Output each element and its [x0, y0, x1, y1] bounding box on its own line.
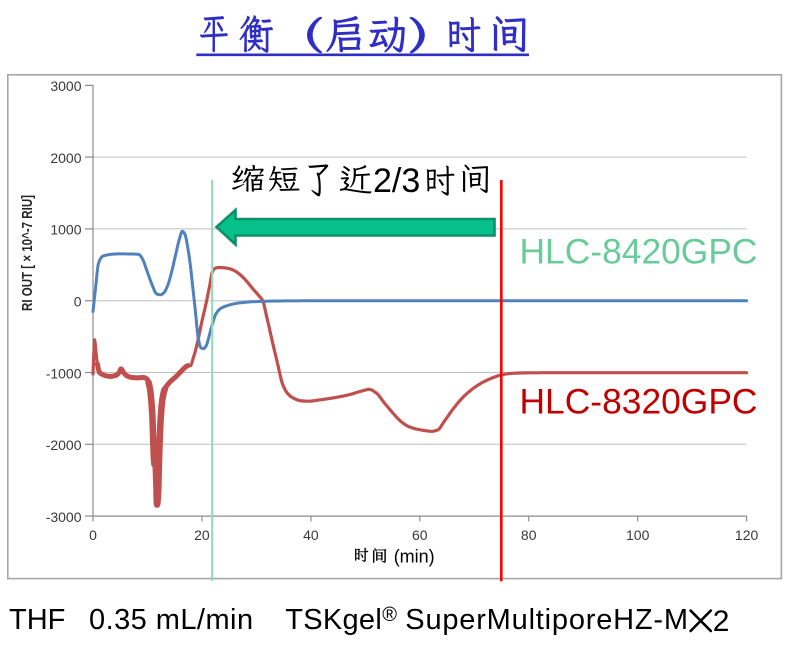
svg-text:100: 100 — [626, 527, 650, 543]
svg-text:-2000: -2000 — [46, 437, 82, 453]
svg-text:TSKgel: TSKgel — [285, 604, 382, 636]
svg-text:(min): (min) — [394, 547, 435, 567]
svg-text:0: 0 — [89, 527, 97, 543]
svg-text:SuperMultiporeHZ-M: SuperMultiporeHZ-M — [405, 604, 689, 636]
svg-text:60: 60 — [412, 527, 428, 543]
svg-text:RI OUT [ × 10^-7 RIU]: RI OUT [ × 10^-7 RIU] — [19, 195, 36, 311]
svg-text:HLC-8420GPC: HLC-8420GPC — [520, 232, 758, 272]
svg-text:HLC-8320GPC: HLC-8320GPC — [520, 382, 758, 422]
svg-text:-1000: -1000 — [46, 365, 82, 381]
svg-text:2: 2 — [713, 605, 730, 638]
svg-text:80: 80 — [521, 527, 537, 543]
svg-text:®: ® — [382, 604, 397, 626]
svg-text:20: 20 — [194, 527, 210, 543]
svg-text:-3000: -3000 — [46, 509, 82, 525]
svg-text:40: 40 — [303, 527, 319, 543]
svg-text:3000: 3000 — [50, 78, 81, 94]
svg-text:0: 0 — [74, 294, 82, 310]
svg-text:120: 120 — [735, 527, 759, 543]
svg-text:2000: 2000 — [50, 150, 81, 166]
svg-text:THF: THF — [9, 604, 65, 636]
svg-text:2/3: 2/3 — [373, 162, 420, 200]
svg-text:0.35 mL/min: 0.35 mL/min — [89, 604, 254, 636]
svg-text:1000: 1000 — [50, 222, 81, 238]
